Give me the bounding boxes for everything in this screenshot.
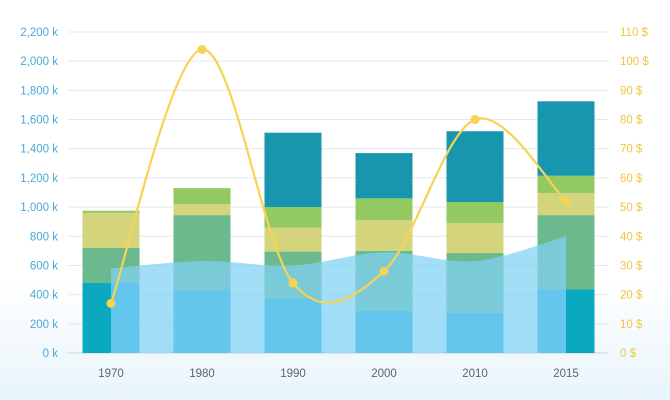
axes: 0 k 200 k 400 k 600 k 800 k 1,000 k 1,200 k 1,4… (20, 27, 649, 380)
y-left-tick-label: 600 k (30, 260, 58, 272)
bar-segment (355, 198, 413, 221)
x-tick-label: 2000 (371, 368, 397, 380)
y-left-tick-label: 1,000 k (20, 202, 58, 214)
y-right-tick-label: 100 $ (620, 56, 649, 68)
bar-segment (173, 188, 231, 205)
bar-segment (82, 212, 140, 248)
bar-segment (446, 201, 504, 224)
y-right-tick-label: 70 $ (620, 144, 643, 156)
bar-overlay (82, 282, 595, 353)
bar-segment (537, 101, 595, 176)
bar-segment (446, 223, 504, 254)
y-left-tick-label: 1,600 k (20, 115, 58, 127)
bar-segment (82, 210, 140, 213)
y-left-tick-label: 1,800 k (20, 85, 58, 97)
y-left-tick-label: 400 k (30, 290, 58, 302)
y-right-tick-label: 90 $ (620, 85, 643, 97)
bar-overlay-segment (82, 282, 111, 353)
y-left-tick-label: 2,000 k (20, 56, 58, 68)
area-fill (111, 236, 566, 353)
line-point[interactable] (197, 45, 207, 55)
y-right-tick-label: 30 $ (620, 260, 643, 272)
y-right-tick-label: 50 $ (620, 202, 643, 214)
line-point[interactable] (561, 196, 571, 206)
y-left-tick-label: 0 k (43, 348, 59, 360)
bar-segment (446, 131, 504, 202)
y-left-tick-label: 1,200 k (20, 173, 58, 185)
y-left-tick-label: 200 k (30, 319, 58, 331)
bar-overlay-segment (566, 289, 595, 353)
line-point[interactable] (288, 278, 298, 288)
bar-segment (173, 204, 231, 216)
y-right-tick-label: 40 $ (620, 231, 643, 243)
x-tick-label: 2010 (462, 368, 488, 380)
y-right-tick-label: 110 $ (620, 27, 649, 39)
x-tick-label: 1970 (98, 368, 124, 380)
x-tick-label: 1990 (280, 368, 306, 380)
y-left-tick-label: 1,400 k (20, 144, 58, 156)
bar-segment (264, 132, 322, 208)
y-right-tick-label: 60 $ (620, 173, 643, 185)
line-series (106, 45, 571, 308)
bar-segment (355, 153, 413, 199)
y-right-tick-label: 20 $ (620, 290, 643, 302)
y-right-tick-label: 10 $ (620, 319, 643, 331)
bar-segment (264, 207, 322, 228)
y-left-tick-label: 800 k (30, 231, 58, 243)
x-tick-label: 2015 (553, 368, 579, 380)
bar-segment (537, 175, 595, 194)
y-right-tick-label: 80 $ (620, 115, 643, 127)
x-tick-label: 1980 (189, 368, 215, 380)
y-right-tick-label: 0 $ (620, 348, 637, 360)
line-point[interactable] (379, 266, 389, 276)
y-left-tick-label: 2,200 k (20, 27, 58, 39)
bar-segment (355, 220, 413, 251)
line-point[interactable] (470, 115, 480, 125)
line-point[interactable] (106, 298, 116, 308)
area-series (111, 236, 566, 353)
